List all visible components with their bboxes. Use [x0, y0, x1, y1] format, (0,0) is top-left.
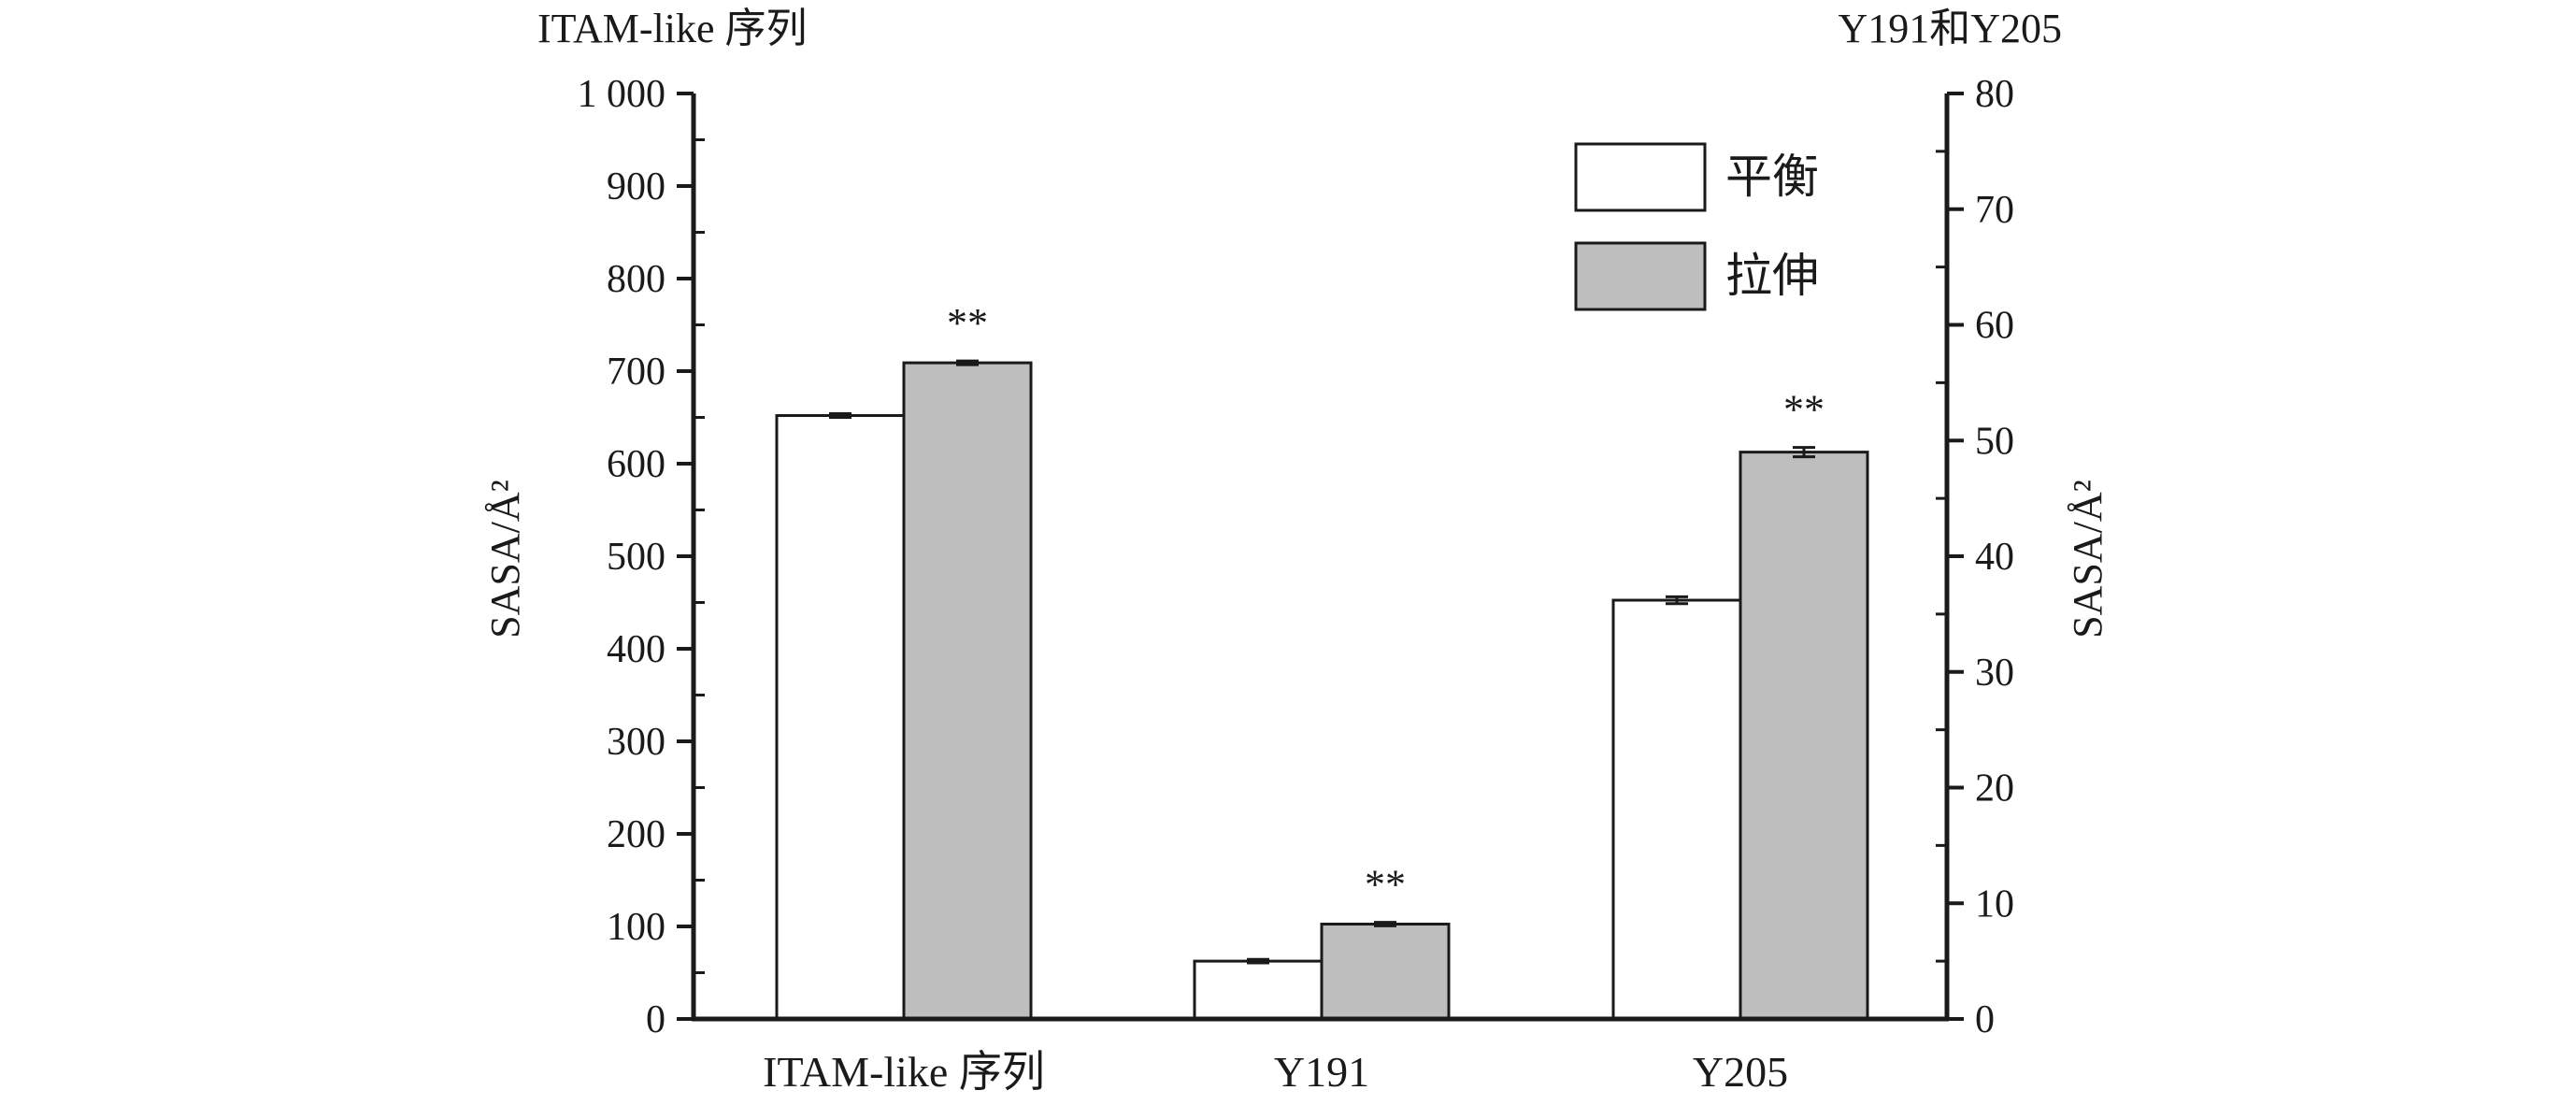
left-tick-label: 300: [607, 721, 665, 764]
significance-label: **: [1365, 862, 1406, 908]
right-tick-label: 0: [1975, 998, 1995, 1041]
category-label: Y191: [1274, 1048, 1369, 1096]
left-tick-label: 600: [607, 443, 665, 486]
bars-layer: [775, 361, 1869, 1021]
category-label: Y205: [1693, 1048, 1788, 1096]
bar-stretch-0: [902, 361, 1033, 1021]
bar-stretch-1: [1320, 923, 1451, 1021]
axes-layer: [677, 92, 1964, 1022]
legend-swatch-balance: [1574, 142, 1707, 212]
labels-layer: 0 100 200 300 400 500 600 700 800 900 1 000 0 10 20 30…: [578, 73, 2015, 1096]
left-axis-title: ITAM-like 序列: [537, 6, 808, 51]
right-tick-label: 10: [1975, 882, 2014, 925]
bar-balance-2: [1611, 598, 1742, 1021]
bar-balance-1: [1193, 959, 1324, 1021]
right-tick-label: 30: [1975, 652, 2014, 695]
left-tick-label: 800: [607, 258, 665, 301]
left-tick-label: 700: [607, 351, 665, 394]
left-y-axis-label: SASA/Å²: [482, 480, 528, 638]
left-tick-label: 200: [607, 813, 665, 856]
right-tick-label: 60: [1975, 305, 2014, 348]
right-tick-label: 20: [1975, 768, 2014, 811]
left-tick-label: 0: [646, 998, 665, 1041]
significance-label: **: [947, 300, 988, 346]
right-tick-label: 80: [1975, 73, 2014, 116]
left-tick-label: 500: [607, 536, 665, 579]
right-axis-title: Y191和Y205: [1838, 6, 2062, 51]
right-tick-label: 50: [1975, 420, 2014, 463]
legend: 平衡 拉伸: [1574, 142, 1819, 311]
bar-balance-0: [775, 414, 906, 1021]
legend-label-balance: 平衡: [1725, 151, 1819, 203]
legend-swatch-stretch: [1574, 241, 1707, 311]
legend-label-stretch: 拉伸: [1725, 250, 1819, 302]
category-label: ITAM-like 序列: [763, 1048, 1045, 1096]
right-tick-label: 70: [1975, 189, 2014, 232]
bar-stretch-2: [1739, 451, 1869, 1021]
left-tick-label: 400: [607, 628, 665, 671]
right-y-axis-label: SASA/Å²: [2065, 480, 2111, 638]
left-tick-label: 1 000: [578, 73, 666, 116]
error-bars-layer: [829, 359, 1815, 965]
significance-label: **: [1783, 387, 1825, 433]
left-tick-label: 100: [607, 906, 665, 949]
left-tick-label: 900: [607, 165, 665, 208]
right-tick-label: 40: [1975, 536, 2014, 579]
